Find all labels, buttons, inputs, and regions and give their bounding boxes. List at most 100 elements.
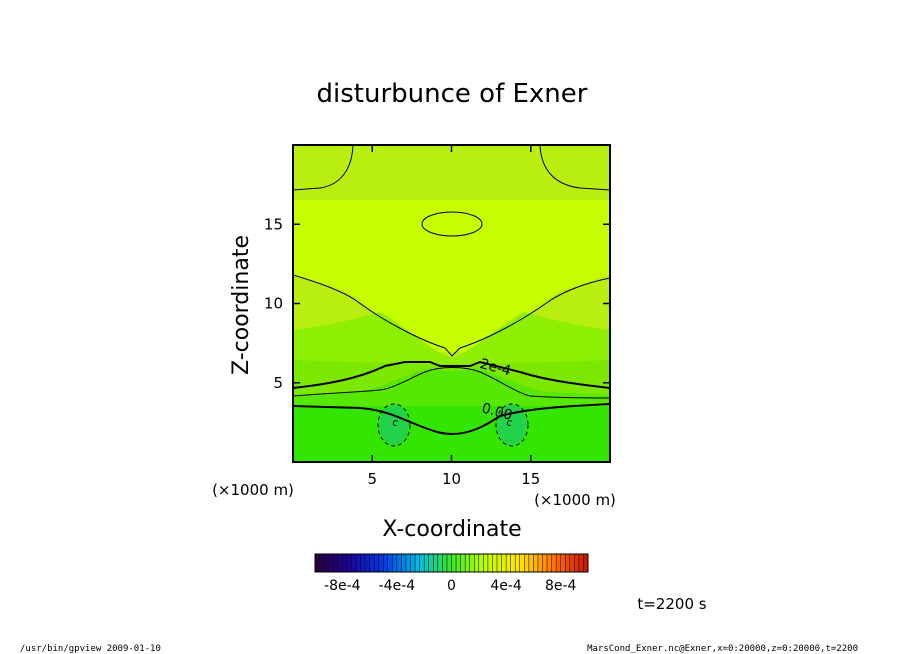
colorbar-cell [565, 554, 571, 572]
colorbar-cell [506, 554, 511, 572]
colorbar-cell [360, 554, 366, 572]
colorbar-cell [342, 554, 348, 572]
y-axis-ticks: 5 10 15 [264, 215, 610, 392]
colorbar-tick-label: -8e-4 [324, 578, 361, 594]
colorbar-cell [410, 554, 416, 572]
colorbar-cell [528, 554, 534, 572]
colorbar-cell [574, 554, 580, 572]
contour-mid-upper [293, 274, 610, 357]
colorbar-cell [424, 554, 430, 572]
footer-left: /usr/bin/gpview 2009-01-10 [20, 644, 161, 654]
colorbar-cell [369, 554, 375, 572]
cell-left [379, 405, 409, 445]
colorbar-cell [501, 554, 507, 572]
colorbar-cell [328, 554, 334, 572]
colorbar-cell [533, 554, 539, 572]
colorbar: -8e-4 -4e-4 0 4e-4 8e-4 [314, 553, 589, 594]
colorbar-cell [492, 554, 498, 572]
contour-labels: 2e-40.00c c [391, 356, 514, 429]
colorbar-cell [524, 554, 530, 572]
colorbar-cell [324, 554, 329, 572]
contour-closed-upper [421, 211, 483, 237]
colorbar-labels: -8e-4 -4e-4 0 4e-4 8e-4 [324, 578, 576, 594]
colorbar-cell [583, 554, 589, 572]
colorbar-cell [337, 554, 343, 572]
colorbar-cell [556, 554, 561, 572]
contour-dashed-left [377, 403, 411, 447]
colorbar-cell [547, 554, 552, 572]
contour-inner [293, 367, 610, 399]
contour-top-left [293, 145, 354, 191]
colorbar-cell [433, 554, 439, 572]
colorbar-cell [510, 554, 516, 572]
colorbar-tick-label: -4e-4 [379, 578, 416, 594]
colorbar-cell [428, 554, 434, 572]
colorbar-cell [346, 554, 352, 572]
x-axis-unit: (×1000 m) [534, 491, 616, 509]
colorbar-tick-label: 8e-4 [545, 578, 577, 594]
contour-label: c [505, 417, 513, 429]
colorbar-cell [483, 554, 489, 572]
y-axis-label: Z-coordinate [229, 235, 254, 375]
colorbar-cell [497, 554, 502, 572]
colorbar-cell [469, 554, 475, 572]
colorbar-cell [365, 554, 370, 572]
x-axis-ticks: 5 10 15 [367, 145, 540, 488]
contour-zero [293, 403, 610, 436]
colorbar-cell [446, 554, 452, 572]
y-tick-label: 10 [264, 295, 283, 313]
colorbar-cell [478, 554, 484, 572]
colorbar-frame [314, 553, 589, 573]
colorbar-cell [351, 554, 357, 572]
x-tick-label: 5 [367, 470, 377, 488]
colorbar-cell [551, 554, 557, 572]
colorbar-cell [560, 554, 566, 572]
colorbar-cell [396, 554, 402, 572]
colorbar-cell [474, 554, 480, 572]
colorbar-cell [319, 554, 325, 572]
colorbar-cell [387, 554, 393, 572]
colorbar-cell [515, 554, 521, 572]
colorbar-cell [465, 554, 470, 572]
time-label: t=2200 s [637, 595, 706, 613]
contour-label: 0.00 [480, 400, 514, 424]
colorbar-cell [460, 554, 466, 572]
colorbar-cell [333, 554, 339, 572]
colorbar-cell [437, 554, 443, 572]
colorbar-cell [378, 554, 384, 572]
colorbar-cell [355, 554, 361, 572]
colorbar-cell [392, 554, 398, 572]
colorbar-cell [451, 554, 457, 572]
colorbar-cell [578, 554, 584, 572]
colorbar-cell [487, 554, 493, 572]
colorbar-cell [419, 554, 425, 572]
contour-2e-4 [293, 360, 610, 389]
contour-lines [293, 145, 610, 447]
colorbar-cells [314, 554, 589, 572]
chart-title: disturbunce of Exner [317, 79, 588, 109]
x-tick-label: 15 [521, 470, 540, 488]
colorbar-cell [542, 554, 548, 572]
y-axis-unit: (×1000 m) [212, 481, 294, 499]
contour-label: c [391, 417, 399, 429]
colorbar-cell [519, 554, 525, 572]
colorbar-cell [537, 554, 543, 572]
x-tick-label: 10 [442, 470, 461, 488]
colorbar-cell [415, 554, 420, 572]
field-upper-band [293, 215, 610, 275]
colorbar-cell [456, 554, 461, 572]
colorbar-tick-label: 0 [447, 578, 456, 594]
contour-dashed-right [495, 403, 529, 447]
y-tick-label: 15 [264, 215, 283, 233]
x-axis-label: X-coordinate [382, 517, 521, 542]
colorbar-cell [406, 554, 411, 572]
y-tick-label: 5 [273, 374, 283, 392]
colorbar-cell [315, 554, 320, 572]
footer-right: MarsCond_Exner.nc@Exner,x=0:20000,z=0:20… [587, 644, 858, 654]
contour-label: 2e-4 [478, 356, 513, 380]
colorbar-cell [569, 554, 575, 572]
colorbar-cell [442, 554, 448, 572]
colorbar-cell [401, 554, 407, 572]
colorbar-tick-label: 4e-4 [490, 578, 522, 594]
